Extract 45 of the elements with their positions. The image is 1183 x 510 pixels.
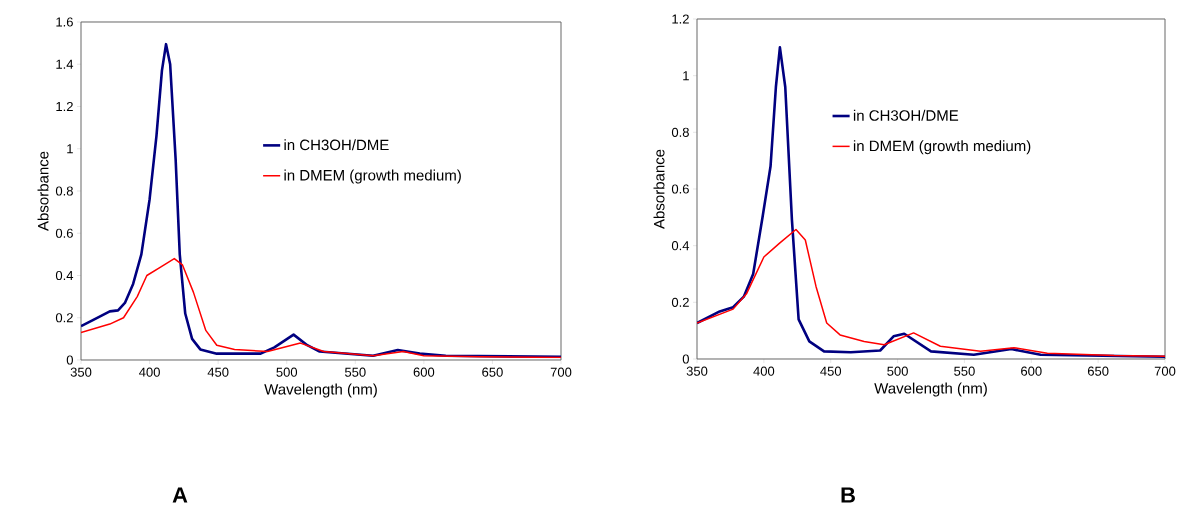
x-tick-label: 400 bbox=[139, 367, 160, 377]
y-tick-label: 1 bbox=[67, 144, 73, 154]
y-tick-label: 0.8 bbox=[55, 186, 73, 196]
legend-label: in CH3OH/DME bbox=[853, 109, 959, 121]
y-axis-title: Absorbance bbox=[653, 149, 665, 229]
x-tick-label: 450 bbox=[820, 366, 842, 376]
text: A bbox=[172, 487, 188, 503]
y-tick-label: 1 bbox=[683, 71, 689, 81]
text: B bbox=[841, 487, 855, 503]
x-tick-label: 550 bbox=[954, 366, 975, 376]
line-series bbox=[697, 46, 1165, 359]
x-tick-label: 550 bbox=[344, 367, 366, 377]
x-tick-label: 350 bbox=[686, 366, 708, 376]
y-tick-label: 0.2 bbox=[55, 313, 73, 323]
y-tick-label: 0.2 bbox=[671, 297, 689, 307]
y-tick-label: 1.4 bbox=[56, 59, 74, 69]
x-tick-label: 350 bbox=[70, 367, 92, 377]
x-tick-label: 400 bbox=[753, 366, 775, 376]
y-tick-label: 0.6 bbox=[55, 228, 73, 238]
x-axis-title: Wavelength (nm) bbox=[874, 382, 987, 397]
x-tick-label: 450 bbox=[207, 367, 229, 377]
y-tick-label: 0.8 bbox=[671, 127, 689, 137]
y-axis-title: Absorbance bbox=[37, 151, 49, 231]
legend-label: in CH3OH/DME bbox=[284, 139, 389, 151]
x-axis-title: Wavelength (nm) bbox=[264, 383, 377, 398]
y-tick-label: 0 bbox=[682, 354, 689, 364]
line-series bbox=[697, 228, 1165, 357]
x-tick-label: 600 bbox=[1021, 366, 1042, 376]
x-tick-label: 650 bbox=[1087, 366, 1109, 376]
y-tick-label: 0.4 bbox=[671, 241, 690, 251]
legend-label: in DMEM (growth medium) bbox=[284, 169, 461, 184]
x-tick-label: 600 bbox=[413, 367, 435, 377]
x-tick-label: 700 bbox=[550, 367, 572, 377]
x-tick-label: 500 bbox=[276, 367, 298, 377]
x-tick-label: 500 bbox=[887, 366, 908, 376]
x-tick-label: 700 bbox=[1154, 366, 1176, 376]
x-tick-label: 650 bbox=[482, 367, 503, 377]
y-tick-label: 0 bbox=[66, 355, 73, 365]
y-tick-label: 1.6 bbox=[56, 17, 73, 27]
y-tick-label: 1.2 bbox=[56, 101, 73, 112]
y-tick-label: 0.6 bbox=[671, 184, 689, 194]
y-tick-label: 0.4 bbox=[55, 270, 74, 281]
y-tick-label: 1.2 bbox=[672, 14, 689, 24]
legend-label: in DMEM (growth medium) bbox=[853, 140, 1031, 155]
line-series bbox=[81, 257, 561, 359]
